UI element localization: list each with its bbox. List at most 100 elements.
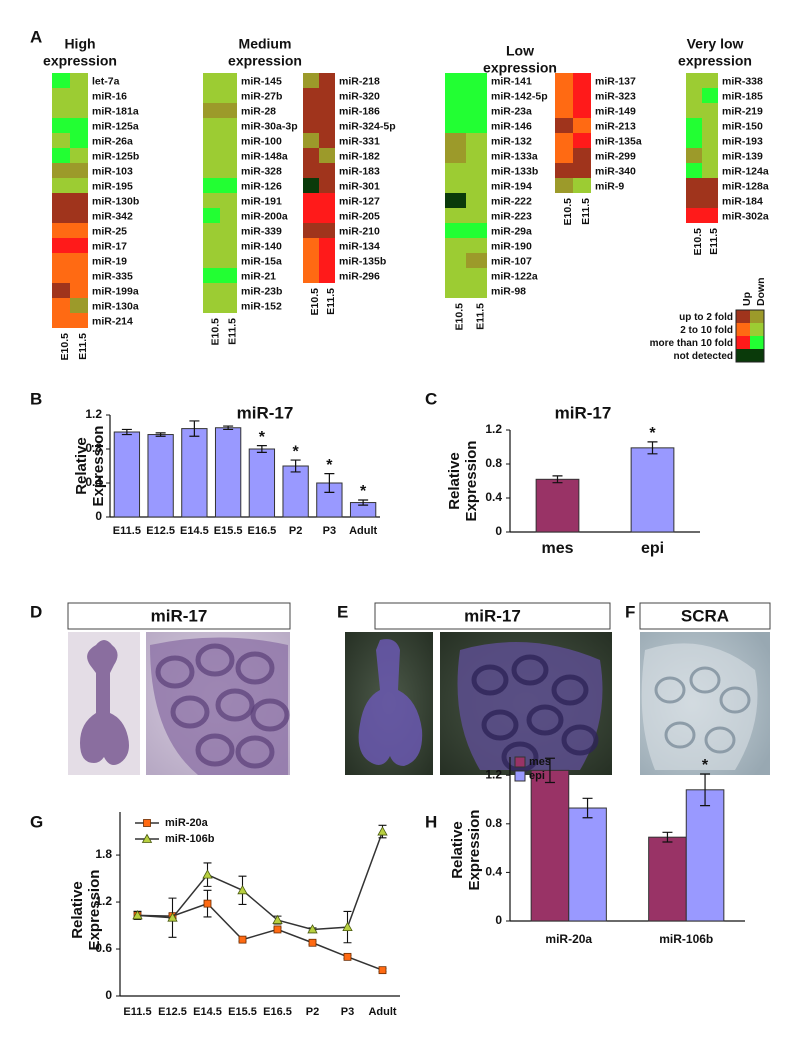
heatmap-cell <box>319 163 335 178</box>
image-header <box>67 602 291 630</box>
row-label: miR-213 <box>595 120 636 132</box>
y-axis-label: Relative <box>73 437 90 495</box>
row-label: miR-16 <box>92 90 127 102</box>
legend-marker <box>141 833 153 843</box>
row-label: miR-140 <box>241 240 282 252</box>
heatmap-cell <box>319 103 335 118</box>
row-label: miR-223 <box>491 210 532 222</box>
row-label: miR-30a-3p <box>241 120 298 132</box>
heatmap-cell <box>52 238 70 253</box>
heatmap-cell <box>52 268 70 283</box>
row-label: miR-145 <box>241 75 282 87</box>
row-label: miR-218 <box>339 75 380 87</box>
column-label: E10.5 <box>692 228 704 256</box>
bar <box>568 807 607 922</box>
heatmap-cell <box>319 268 335 283</box>
heatmap-cell <box>70 118 88 133</box>
heatmap-cell <box>203 268 220 283</box>
group-title: expression <box>228 53 302 69</box>
heatmap-cell <box>52 148 70 163</box>
heatmap-cell <box>702 133 718 148</box>
heatmap-cell <box>555 73 573 88</box>
x-tick-label: P3 <box>323 525 336 537</box>
row-label: miR-219 <box>722 105 763 117</box>
panel-label: G <box>30 812 43 831</box>
row-label: miR-186 <box>339 105 380 117</box>
heatmap-cell <box>555 88 573 103</box>
x-tick-label: miR-106b <box>659 932 713 946</box>
heatmap-cell <box>466 208 487 223</box>
heatmap-cell <box>70 223 88 238</box>
heatmap-cell <box>573 133 591 148</box>
row-label: miR-296 <box>339 270 380 282</box>
panel-label: C <box>425 389 437 408</box>
column-label: E10.5 <box>59 333 71 361</box>
heatmap-cell <box>466 178 487 193</box>
row-label: miR-21 <box>241 270 276 282</box>
heatmap-cell <box>303 148 319 163</box>
row-label: miR-125a <box>92 120 139 132</box>
heatmap-cell <box>220 88 237 103</box>
heatmap-cell <box>303 268 319 283</box>
bud <box>155 655 195 689</box>
heatmap-cell <box>70 148 88 163</box>
y-tick-label: 1.2 <box>95 894 112 908</box>
heatmap-cell <box>220 178 237 193</box>
heatmap-cell <box>445 283 466 298</box>
row-label: miR-134 <box>339 240 380 252</box>
panel-label: A <box>30 27 42 46</box>
bud <box>235 735 275 769</box>
y-tick-label: 1.2 <box>85 407 102 421</box>
group-title: Medium <box>239 36 292 52</box>
y-tick-label: 1.2 <box>485 422 502 436</box>
bud <box>471 664 509 696</box>
heatmap-cell <box>52 133 70 148</box>
row-label: miR-149 <box>595 105 636 117</box>
bar <box>248 448 276 518</box>
x-tick-label: miR-20a <box>545 932 592 946</box>
row-label: miR-185 <box>722 90 763 102</box>
heatmap-cell <box>702 193 718 208</box>
row-label: miR-210 <box>339 225 380 237</box>
row-label: miR-126 <box>241 180 282 192</box>
marker <box>273 925 282 934</box>
heatmap-cell <box>52 163 70 178</box>
row-label: miR-181a <box>92 105 139 117</box>
x-tick-label: P3 <box>341 1006 354 1018</box>
bar <box>530 769 570 922</box>
row-label: miR-141 <box>491 75 532 87</box>
x-tick-label: P2 <box>306 1006 319 1018</box>
row-label: miR-150 <box>722 120 763 132</box>
y-tick-label: 0 <box>495 524 502 538</box>
row-label: miR-190 <box>491 240 532 252</box>
x-tick-label: E11.5 <box>123 1006 151 1018</box>
bud <box>195 733 235 767</box>
group-title: High <box>64 36 95 52</box>
legend-swatch <box>514 756 526 768</box>
heatmap-cell <box>555 163 573 178</box>
heatmap-cell <box>203 103 220 118</box>
heatmap-cell <box>466 223 487 238</box>
heatmap-cell <box>702 118 718 133</box>
row-label: miR-26a <box>92 135 133 147</box>
y-tick-label: 0 <box>95 509 102 523</box>
panel-label: F <box>625 602 635 621</box>
heatmap-cell <box>573 178 591 193</box>
heatmap-cell <box>319 178 335 193</box>
heatmap-cell <box>686 178 702 193</box>
heatmap-cell <box>220 163 237 178</box>
heatmap-cell <box>445 73 466 88</box>
bud <box>664 721 696 749</box>
row-label: miR-133a <box>491 150 538 162</box>
y-tick-label: 0 <box>105 988 112 1002</box>
heatmap-cell <box>445 223 466 238</box>
heatmap-cell <box>686 118 702 133</box>
heatmap-cell <box>220 268 237 283</box>
bud <box>501 741 539 773</box>
heatmap-cell <box>303 253 319 268</box>
x-tick-label: Adult <box>349 525 377 537</box>
error-bar <box>544 757 555 784</box>
heatmap-cell <box>445 253 466 268</box>
chart-title: miR-17 <box>555 403 612 422</box>
heatmap-cell <box>70 73 88 88</box>
